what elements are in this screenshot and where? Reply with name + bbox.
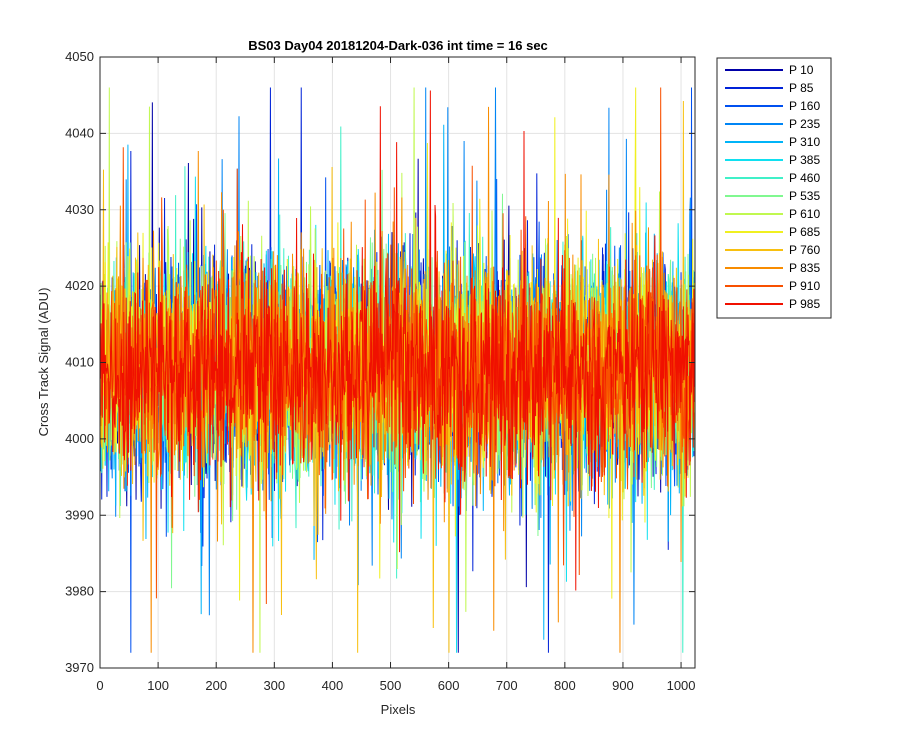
x-tick-label: 100	[147, 678, 169, 693]
y-tick-label: 4020	[65, 278, 94, 293]
x-tick-label: 600	[438, 678, 460, 693]
x-tick-label: 700	[496, 678, 518, 693]
chart-title: BS03 Day04 20181204-Dark-036 int time = …	[248, 38, 548, 53]
legend-box	[716, 57, 832, 319]
legend-label: P 10	[789, 63, 814, 77]
y-tick-label: 4000	[65, 431, 94, 446]
y-tick-label: 3980	[65, 584, 94, 599]
y-tick-label: 4050	[65, 49, 94, 64]
y-axis-label: Cross Track Signal (ADU)	[36, 288, 51, 437]
x-tick-label: 300	[263, 678, 285, 693]
legend-label: P 460	[789, 171, 820, 185]
x-axis-label: Pixels	[381, 702, 416, 717]
y-tick-label: 4010	[65, 355, 94, 370]
legend-label: P 385	[789, 153, 820, 167]
legend-label: P 610	[789, 207, 820, 221]
x-tick-label: 900	[612, 678, 634, 693]
y-tick-label: 3990	[65, 507, 94, 522]
legend-label: P 160	[789, 99, 820, 113]
x-tick-label: 800	[554, 678, 576, 693]
legend-label: P 235	[789, 117, 820, 131]
legend-label: P 760	[789, 243, 820, 257]
plot-area: 0 100 200 300 400 500 600 700 800 900 1000 3970 3980…	[65, 49, 695, 693]
x-tick-label: 200	[205, 678, 227, 693]
legend-label: P 985	[789, 297, 820, 311]
legend-label: P 910	[789, 279, 820, 293]
y-tick-label: 4040	[65, 125, 94, 140]
legend-label: P 85	[789, 81, 814, 95]
series-line-p985	[100, 90, 695, 591]
y-tick-label: 4030	[65, 202, 94, 217]
x-tick-label: 500	[380, 678, 402, 693]
legend-label: P 310	[789, 135, 820, 149]
x-tick-label: 0	[96, 678, 103, 693]
x-tick-label: 1000	[667, 678, 696, 693]
legend-label: P 535	[789, 189, 820, 203]
y-tick-label: 3970	[65, 660, 94, 675]
legend: P 10 P 85 P 160 P 235 P 310 P 385 P 460 P 535 P …	[716, 57, 832, 319]
legend-label: P 685	[789, 225, 820, 239]
legend-label: P 835	[789, 261, 820, 275]
x-tick-label: 400	[322, 678, 344, 693]
